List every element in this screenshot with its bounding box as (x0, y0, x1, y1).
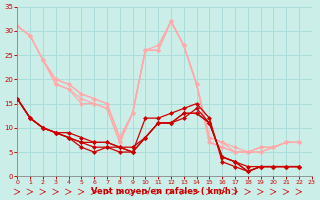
X-axis label: Vent moyen/en rafales ( km/h ): Vent moyen/en rafales ( km/h ) (91, 187, 238, 196)
